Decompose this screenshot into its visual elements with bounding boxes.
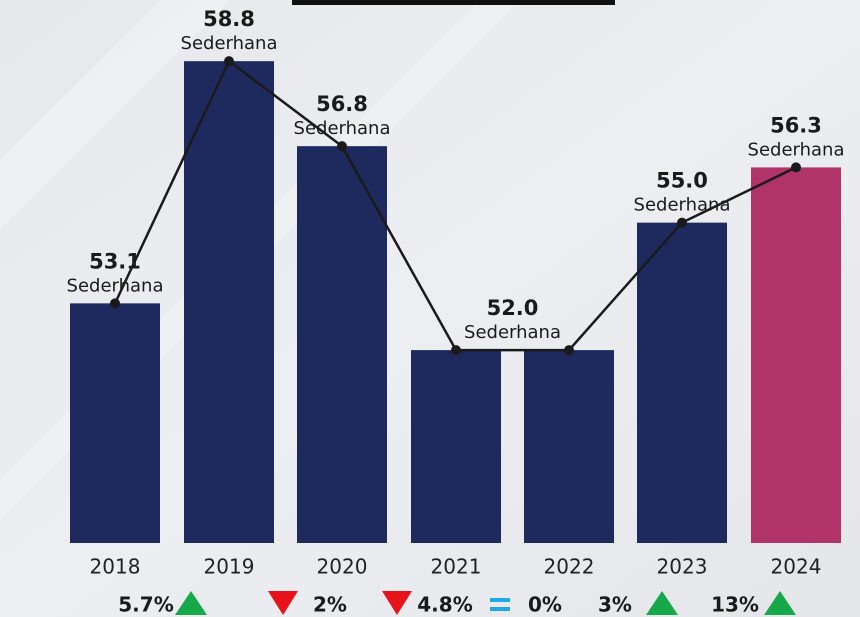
bar [184, 61, 274, 543]
bar [524, 350, 614, 543]
value-label: 55.0 [656, 169, 708, 193]
x-tick-label: 2023 [657, 555, 708, 579]
value-note: Sederhana [634, 195, 731, 216]
bar [637, 222, 727, 544]
value-note: Sederhana [67, 275, 164, 296]
value-note: Sederhana [294, 118, 391, 139]
trend-point [110, 298, 120, 309]
change-label: 3% [598, 593, 632, 617]
top-bar [292, 0, 615, 5]
bar [751, 167, 841, 544]
equal-sign [490, 598, 510, 602]
x-tick-label: 2022 [544, 555, 595, 579]
change-label: 2% [313, 593, 347, 617]
value-label: 52.0 [487, 296, 539, 320]
bar [70, 303, 160, 543]
x-tick-label: 2020 [317, 555, 368, 579]
value-note: Sederhana [464, 322, 561, 343]
trend-point [224, 56, 234, 67]
value-label: 56.8 [316, 92, 368, 116]
bar [297, 146, 387, 544]
trend-point [564, 345, 574, 356]
up-arrow [764, 591, 796, 615]
change-label: 4.8% [417, 593, 472, 617]
value-note: Sederhana [748, 139, 845, 160]
down-arrow [268, 591, 298, 615]
x-tick-label: 2024 [771, 555, 822, 579]
trend-point [337, 141, 347, 152]
bar [411, 350, 501, 543]
trend-point [451, 345, 461, 356]
value-label: 56.3 [770, 113, 822, 137]
value-note: Sederhana [181, 33, 278, 54]
change-label: 0% [528, 593, 562, 617]
value-label: 58.8 [203, 7, 255, 31]
change-label: 5.7% [118, 593, 173, 617]
down-arrow [382, 591, 412, 615]
up-arrow [175, 591, 207, 615]
change-label: 13% [711, 593, 759, 617]
x-tick-label: 2018 [90, 555, 141, 579]
x-tick-label: 2019 [204, 555, 255, 579]
trend-point [677, 217, 687, 228]
trend-point [791, 162, 801, 173]
equal-sign [490, 607, 510, 611]
value-label: 53.1 [89, 249, 141, 273]
background-stripe [0, 0, 230, 230]
up-arrow [646, 591, 678, 615]
x-tick-label: 2021 [431, 555, 482, 579]
